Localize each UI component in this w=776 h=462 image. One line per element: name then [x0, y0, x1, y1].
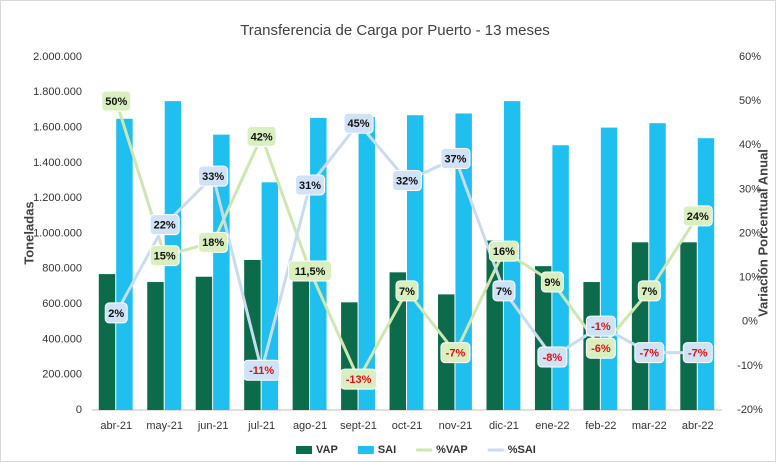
x-tick-label: abr-21	[100, 420, 132, 432]
bar	[147, 282, 163, 410]
y-tick-label: 600.000	[42, 298, 82, 310]
data-label: -8%	[543, 352, 563, 364]
x-tick-label: jun-21	[197, 420, 229, 432]
data-label: 42%	[251, 131, 273, 143]
x-tick-label: jul-21	[247, 420, 275, 432]
legend-swatch	[296, 446, 312, 454]
data-label: 32%	[396, 175, 418, 187]
x-tick-label: nov-21	[439, 420, 473, 432]
x-tick-label: abr-22	[682, 420, 714, 432]
y-tick-label: 1.200.000	[33, 192, 82, 204]
x-tick-label: may-21	[146, 420, 183, 432]
x-tick-label: ene-22	[535, 420, 569, 432]
data-label: 9%	[544, 277, 560, 289]
data-label: 15%	[154, 250, 176, 262]
bar	[293, 272, 309, 410]
y2-tick-label: 50%	[739, 95, 761, 107]
y2-tick-label: -20%	[737, 404, 763, 416]
x-tick-label: oct-21	[392, 420, 423, 432]
x-tick-label: ago-21	[293, 420, 327, 432]
bar	[99, 274, 115, 410]
data-label: 22%	[154, 220, 176, 232]
y2-tick-label: 60%	[739, 51, 761, 63]
x-tick-label: dic-21	[489, 420, 519, 432]
bar	[698, 138, 714, 410]
data-label: -6%	[591, 343, 611, 355]
data-label: 50%	[105, 96, 127, 108]
y2-tick-label: 10%	[739, 272, 761, 284]
data-label: 18%	[202, 237, 224, 249]
y-tick-label: 1.800.000	[33, 86, 82, 98]
y2-tick-label: 0%	[742, 316, 758, 328]
data-label: 2%	[108, 308, 124, 320]
data-label: 45%	[348, 118, 370, 130]
legend-swatch	[358, 446, 374, 454]
y2-tick-label: 20%	[739, 227, 761, 239]
y-tick-label: 1.400.000	[33, 157, 82, 169]
y-tick-label: 1.600.000	[33, 122, 82, 134]
data-label: -7%	[688, 348, 708, 360]
y2-tick-label: 40%	[739, 139, 761, 151]
legend-label: VAP	[316, 444, 338, 456]
x-tick-label: mar-22	[632, 420, 667, 432]
data-label: 7%	[399, 286, 415, 298]
bar	[407, 115, 423, 410]
data-label: -7%	[446, 348, 466, 360]
data-label: 37%	[444, 153, 466, 165]
data-label: -7%	[640, 348, 660, 360]
y2-tick-label: 30%	[739, 183, 761, 195]
data-label: 7%	[496, 286, 512, 298]
chart: Transferencia de Carga por Puerto - 13 m…	[0, 0, 776, 462]
chart-title: Transferencia de Carga por Puerto - 13 m…	[240, 22, 550, 39]
bar	[116, 119, 132, 410]
bar	[632, 242, 648, 410]
y-tick-label: 0	[76, 404, 82, 416]
legend-label: SAI	[378, 444, 396, 456]
bar	[196, 277, 212, 410]
data-label: 31%	[299, 180, 321, 192]
bar	[601, 128, 617, 410]
data-label: 7%	[641, 286, 657, 298]
data-label: 16%	[493, 246, 515, 258]
data-label: -1%	[591, 321, 611, 333]
x-tick-label: feb-22	[585, 420, 616, 432]
data-label: 11,5%	[295, 266, 326, 278]
legend-label: %VAP	[436, 444, 468, 456]
legend-label: %SAI	[508, 444, 536, 456]
y-tick-label: 800.000	[42, 263, 82, 275]
y2-tick-label: -10%	[737, 360, 763, 372]
y-tick-label: 200.000	[42, 369, 82, 381]
bar	[680, 242, 696, 410]
x-tick-label: sept-21	[340, 420, 377, 432]
data-label: 24%	[687, 211, 709, 223]
y-tick-label: 1.000.000	[33, 227, 82, 239]
y-tick-label: 400.000	[42, 333, 82, 345]
data-label: -11%	[249, 365, 274, 377]
data-label: 33%	[202, 171, 224, 183]
y-tick-label: 2.000.000	[33, 51, 82, 63]
data-label: -13%	[346, 374, 372, 386]
